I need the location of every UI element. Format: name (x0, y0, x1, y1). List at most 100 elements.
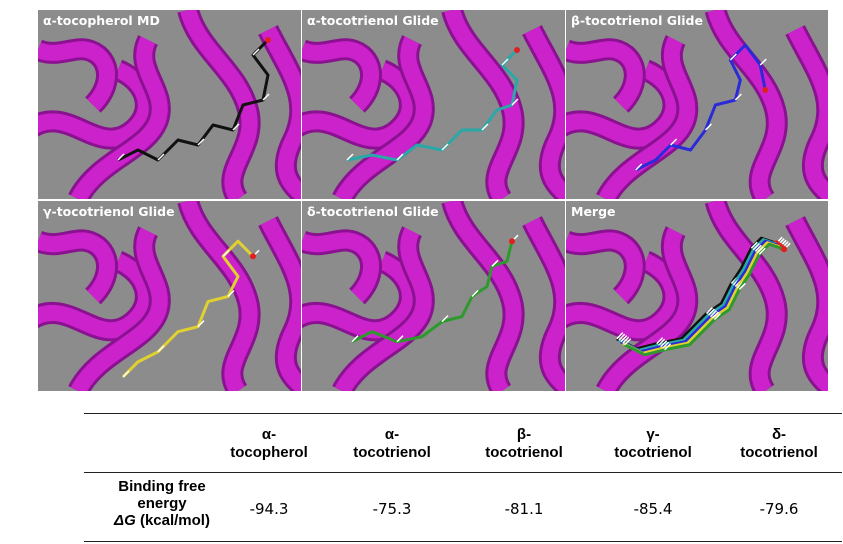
protein-ribbon (566, 62, 682, 147)
oxygen-atom (250, 253, 256, 260)
hydrogen-stick (491, 259, 499, 267)
protein-ribbon (302, 62, 418, 147)
hydrogen-stick (705, 307, 713, 315)
hydrogen-stick (635, 163, 643, 171)
row-header-binding-free-energy: Binding free energy ΔG (kcal/mol) (92, 478, 232, 529)
oxygen-atom (781, 246, 788, 253)
protein-ribbon (787, 217, 828, 391)
protein-ribbon (566, 232, 643, 303)
hydrogen-stick (616, 332, 624, 340)
table-header-rule (84, 472, 842, 473)
panel-gamma-tocotrienol: γ-tocotrienol Glide (38, 201, 301, 391)
hydrogen-stick (664, 343, 672, 351)
value-beta-tocotrienol: -81.1 (504, 500, 544, 518)
panel-label: α-tocotrienol Glide (307, 13, 439, 28)
hydrogen-stick (660, 340, 668, 348)
table-bottom-rule (84, 541, 842, 542)
protein-ribbon (260, 217, 301, 391)
column-header-line: tocotrienol (614, 444, 692, 461)
unit-label: (kcal/mol) (135, 512, 210, 529)
oxygen-atom (762, 87, 769, 93)
hydrogen-stick (197, 138, 205, 146)
protein-ribbon (302, 232, 379, 303)
hydrogen-stick (117, 153, 125, 161)
value-alpha-tocopherol: -94.3 (249, 500, 289, 518)
protein-ribbon (707, 201, 785, 391)
protein-ribbon (524, 26, 565, 199)
hydrogen-stick (756, 246, 764, 254)
hydrogen-stick (711, 311, 719, 319)
protein-ribbon (444, 201, 522, 391)
table-top-rule (84, 413, 842, 414)
protein-ribbon (707, 10, 785, 199)
hydrogen-stick (396, 335, 404, 343)
protein-ligand-render (302, 10, 565, 199)
protein-ribbon (302, 41, 379, 111)
column-header-delta-tocotrienol: δ- tocotrienol (724, 426, 834, 462)
hydrogen-stick (759, 58, 767, 66)
ligand-stick (117, 38, 270, 162)
hydrogen-stick (122, 370, 130, 378)
column-header-line: α- (384, 426, 400, 443)
protein-ribbon (38, 62, 154, 147)
hydrogen-stick (750, 241, 758, 249)
panel-delta-tocotrienol: δ-tocotrienol Glide (302, 201, 565, 391)
column-header-line: tocotrienol (485, 444, 563, 461)
hydrogen-stick (441, 143, 449, 151)
column-header-gamma-tocotrienol: γ- tocotrienol (598, 426, 708, 462)
protein-ribbon (334, 36, 432, 199)
panel-alpha-tocopherol: α-tocopherol MD (38, 10, 301, 199)
protein-ligand-render (566, 201, 828, 391)
panel-label: δ-tocotrienol Glide (307, 204, 439, 219)
hydrogen-stick (662, 341, 670, 349)
protein-ribbon (38, 232, 115, 303)
hydrogen-stick (620, 335, 628, 343)
protein-ribbon (566, 253, 682, 339)
hydrogen-stick (758, 247, 766, 255)
column-header-alpha-tocotrienol: α- tocotrienol (337, 426, 447, 462)
docking-figure: α-tocopherol MD α-tocotrienol Glide β-to… (38, 10, 828, 391)
hydrogen-stick (441, 315, 449, 323)
row-header-line: ΔG (kcal/mol) (92, 512, 232, 529)
hydrogen-stick (704, 123, 712, 131)
hydrogen-stick (157, 153, 165, 161)
panel-merge: Merge (566, 201, 828, 391)
hydrogen-stick (670, 138, 678, 146)
hydrogen-stick (752, 243, 760, 251)
oxygen-atom (509, 238, 515, 245)
oxygen-atom (514, 47, 520, 53)
protein-ribbon (70, 227, 168, 391)
hydrogen-stick (222, 249, 230, 257)
delta-g-symbol: ΔG (114, 512, 136, 529)
hydrogen-stick (157, 345, 165, 353)
hydrogen-stick (709, 310, 717, 318)
oxygen-atom (265, 37, 271, 43)
hydrogen-stick (713, 313, 721, 321)
hydrogen-stick (262, 93, 270, 101)
value-gamma-tocotrienol: -85.4 (633, 500, 673, 518)
protein-ribbon (444, 10, 522, 199)
hydrogen-stick (346, 153, 354, 161)
protein-ribbon (302, 253, 418, 339)
protein-ribbon (180, 201, 258, 391)
hydrogen-stick (729, 53, 737, 61)
hydrogen-stick (511, 98, 519, 106)
column-header-line: γ- (646, 426, 660, 443)
protein-ligand-render (566, 10, 828, 199)
hydrogen-stick (738, 282, 746, 290)
protein-ribbon (260, 26, 301, 199)
hydrogen-stick (252, 48, 260, 56)
hydrogen-stick (481, 123, 489, 131)
hydrogen-stick (197, 320, 205, 328)
ligand-stick (635, 43, 767, 172)
hydrogen-stick (351, 335, 359, 343)
hydrogen-stick (618, 333, 626, 341)
ligand-stick (351, 240, 514, 344)
protein-ribbon (598, 36, 696, 199)
panel-label: β-tocotrienol Glide (571, 13, 703, 28)
hydrogen-stick (658, 338, 666, 346)
protein-ribbon (598, 227, 696, 391)
hydrogen-stick (471, 289, 479, 298)
panel-alpha-tocotrienol: α-tocotrienol Glide (302, 10, 565, 199)
hydrogen-stick (501, 58, 509, 66)
